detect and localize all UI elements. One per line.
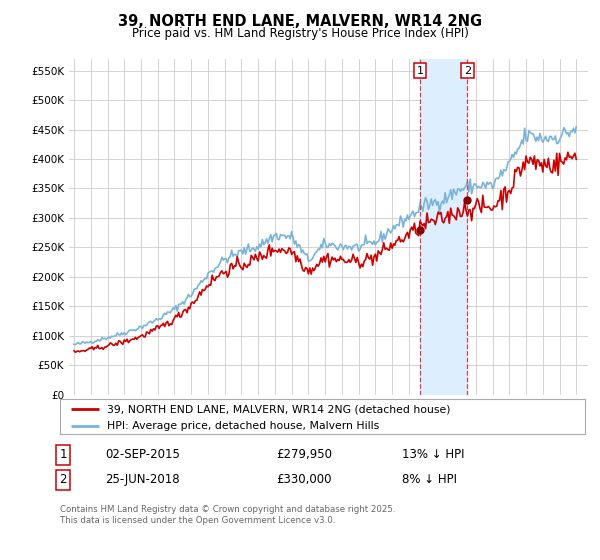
- Text: Price paid vs. HM Land Registry's House Price Index (HPI): Price paid vs. HM Land Registry's House …: [131, 27, 469, 40]
- Text: Contains HM Land Registry data © Crown copyright and database right 2025.
This d: Contains HM Land Registry data © Crown c…: [60, 505, 395, 525]
- Text: 2: 2: [464, 66, 471, 76]
- Text: 1: 1: [59, 448, 67, 461]
- Text: £279,950: £279,950: [276, 448, 332, 461]
- Text: 2: 2: [59, 473, 67, 487]
- Text: 39, NORTH END LANE, MALVERN, WR14 2NG: 39, NORTH END LANE, MALVERN, WR14 2NG: [118, 14, 482, 29]
- Text: 1: 1: [416, 66, 424, 76]
- Text: 02-SEP-2015: 02-SEP-2015: [105, 448, 180, 461]
- Text: HPI: Average price, detached house, Malvern Hills: HPI: Average price, detached house, Malv…: [107, 421, 380, 431]
- Text: 39, NORTH END LANE, MALVERN, WR14 2NG (detached house): 39, NORTH END LANE, MALVERN, WR14 2NG (d…: [107, 404, 451, 414]
- Text: £330,000: £330,000: [276, 473, 331, 487]
- Text: 25-JUN-2018: 25-JUN-2018: [105, 473, 179, 487]
- Text: 13% ↓ HPI: 13% ↓ HPI: [402, 448, 464, 461]
- Text: 8% ↓ HPI: 8% ↓ HPI: [402, 473, 457, 487]
- Bar: [420, 59, 467, 395]
